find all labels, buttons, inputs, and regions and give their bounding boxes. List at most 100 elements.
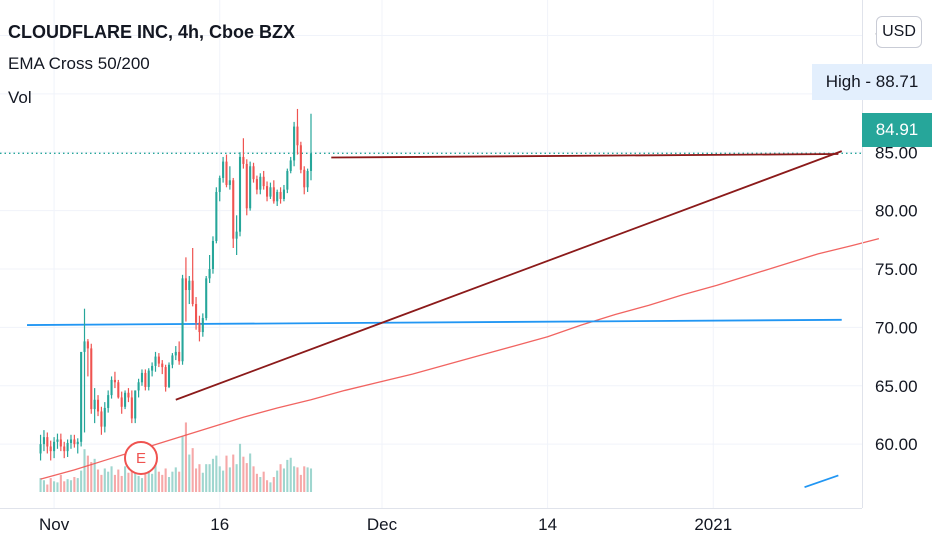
resistance-line [331,153,839,159]
trend-lines[interactable] [27,150,843,489]
candle-body [157,356,160,364]
volume-bar [232,454,235,492]
candle-body [39,444,42,454]
candle-body [113,379,116,383]
candle-body [211,240,215,270]
volume-bar [252,466,255,492]
candle-body [306,170,309,188]
volume-bar [279,464,282,492]
volume-bar [259,477,262,492]
plot-background [0,0,862,508]
volume-bar [205,464,208,492]
volume-bar [161,474,164,492]
candle-body [198,322,201,333]
candle-body [286,170,289,190]
volume-bar [309,468,313,492]
volume-bar [39,478,42,492]
candle-body [208,269,211,279]
candle-body [195,304,198,323]
x-tick-label: 2021 [694,515,732,534]
volume-bar [218,466,221,492]
last-price-label: 84.91 [862,113,932,147]
volume-bar [293,466,296,492]
volume-bar [100,474,103,492]
x-tick-label: Dec [367,515,398,534]
candle-body [124,392,127,407]
volume-bar [86,455,89,492]
chart-title: CLOUDFLARE INC, 4h, Cboe BZX [8,22,295,42]
volume-bar [167,477,171,492]
volume-bar [184,422,187,492]
candle-body [107,395,110,408]
candle-body [188,280,191,291]
candle-body [171,355,174,365]
candle-body [178,351,181,362]
volume-bar [63,481,66,492]
volume-bar [198,464,201,492]
volume-bar [299,474,302,492]
volume-bar [289,457,292,492]
volume-bar [262,471,265,492]
candle-body [69,439,73,443]
volume-bar [242,456,245,492]
candle-body [249,166,252,209]
volume-bar [134,468,137,492]
volume-bar [93,458,96,492]
volume-bar [269,482,272,492]
y-tick-label: 85.00 [875,143,918,162]
volume-bar [140,478,144,492]
volume-bar [266,480,269,492]
candle-body [76,441,79,445]
volume-bar [154,462,157,492]
grid [0,0,862,508]
volume-bar [228,467,231,492]
volume-bar [151,473,154,492]
currency-button[interactable]: USD [876,16,922,48]
candle-body [215,191,218,241]
earnings-marker[interactable]: E [124,441,158,475]
volume-bar [42,480,45,492]
candle-body [117,382,120,398]
candle-body [184,278,187,291]
volume-bar [235,464,238,492]
volume-bar [225,455,228,492]
candle-body [66,442,69,452]
candle-body [120,397,123,407]
volume-bar [107,471,110,492]
candle-body [235,231,238,239]
volume-bars [39,422,313,492]
candle-body [161,363,164,368]
volume-bar [282,468,286,492]
candle-body [93,399,96,410]
volume-bar [110,466,113,492]
horizontal-line [27,318,842,326]
ema-cross-line [40,238,880,480]
volume-bar [73,477,76,492]
volume-bar [56,482,59,492]
candle-body [56,439,59,442]
candle-body [262,176,265,187]
candle-body [276,191,279,202]
candle-body [59,439,62,447]
candle-body [137,382,140,391]
volume-bar [249,453,252,492]
volume-bar [181,436,184,492]
x-tick-label: 14 [538,515,557,534]
candle-body [96,399,100,412]
candle-body [63,446,66,452]
volume-bar [296,467,299,492]
candle-body [272,187,275,202]
volume-bar [137,475,140,492]
volume-bar [113,474,116,492]
volume-bar [76,478,79,492]
candle-body [225,161,228,185]
volume-bar [90,462,93,492]
candle-body [279,191,282,199]
volume-bar [191,448,194,492]
candle-body [296,126,299,146]
candle-body [53,441,56,452]
candle-body [167,364,171,387]
volume-bar [124,466,127,492]
candle-body [252,166,255,180]
candle-body [140,372,144,383]
